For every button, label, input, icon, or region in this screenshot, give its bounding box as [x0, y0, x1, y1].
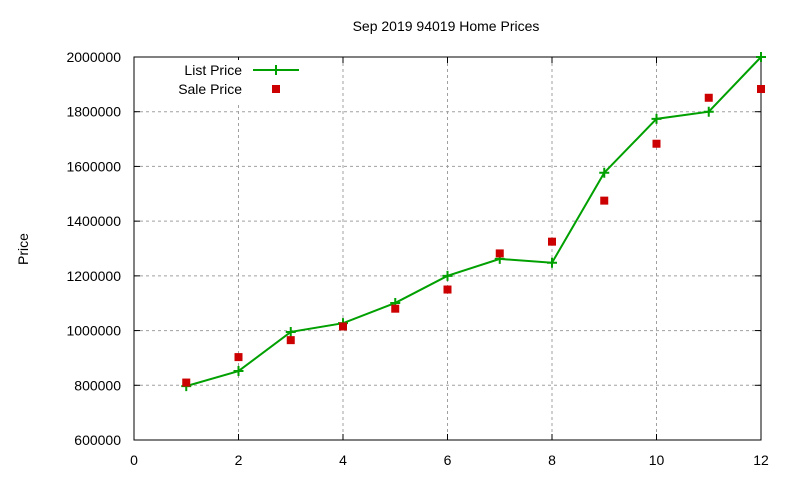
legend-label: List Price	[184, 62, 242, 78]
plus-marker-icon	[547, 257, 557, 268]
series-line	[185, 56, 762, 388]
square-marker-icon	[548, 237, 556, 246]
square-marker-icon	[234, 353, 243, 362]
x-tick-label: 2	[235, 452, 243, 468]
y-tick-label: 1200000	[66, 268, 121, 284]
x-tick-label: 0	[130, 452, 138, 468]
square-marker-icon	[600, 196, 609, 205]
x-tick-label: 8	[548, 452, 556, 468]
y-tick-label: 1000000	[66, 323, 121, 339]
plus-marker-icon	[285, 326, 296, 337]
plus-marker-icon	[599, 167, 610, 178]
plus-marker-icon	[651, 113, 662, 124]
y-tick-label: 800000	[74, 377, 121, 393]
grid-lines	[134, 57, 761, 440]
square-marker-icon	[286, 336, 295, 345]
plus-marker-icon	[233, 366, 244, 377]
y-tick-label: 2000000	[66, 49, 121, 65]
square-marker-icon	[757, 85, 765, 94]
square-marker-icon	[704, 93, 713, 102]
square-marker-icon	[339, 322, 347, 331]
y-tick-label: 1600000	[66, 158, 121, 174]
square-marker-icon	[495, 249, 504, 258]
data-series	[181, 52, 766, 392]
legend-label: Sale Price	[178, 81, 242, 97]
plus-marker-icon	[703, 106, 714, 117]
y-tick-label: 1400000	[66, 213, 121, 229]
x-tick-label: 4	[339, 452, 347, 468]
y-tick-label: 1800000	[66, 104, 121, 120]
y-tick-label: 600000	[74, 432, 121, 448]
legend: List Price Sale Price	[135, 60, 305, 104]
plus-marker-icon	[756, 52, 766, 62]
square-marker-icon	[443, 285, 452, 294]
plus-marker-icon	[271, 65, 281, 75]
square-marker-icon	[652, 139, 661, 148]
x-tick-label: 6	[444, 452, 452, 468]
x-tick-label: 12	[753, 452, 769, 468]
square-marker-icon	[272, 85, 280, 93]
series-sale-price	[182, 85, 765, 387]
y-axis-label: Price	[15, 233, 31, 265]
square-marker-icon	[182, 378, 191, 387]
plus-marker-icon	[442, 270, 453, 281]
x-axis-ticks: 0 2 4 6 8 10 12	[130, 57, 769, 468]
square-marker-icon	[391, 304, 400, 313]
y-axis-ticks: 600000 800000 1000000 1200000 1400000 1600000…	[66, 49, 761, 448]
x-tick-label: 10	[649, 452, 665, 468]
chart-title: Sep 2019 94019 Home Prices	[353, 18, 540, 34]
